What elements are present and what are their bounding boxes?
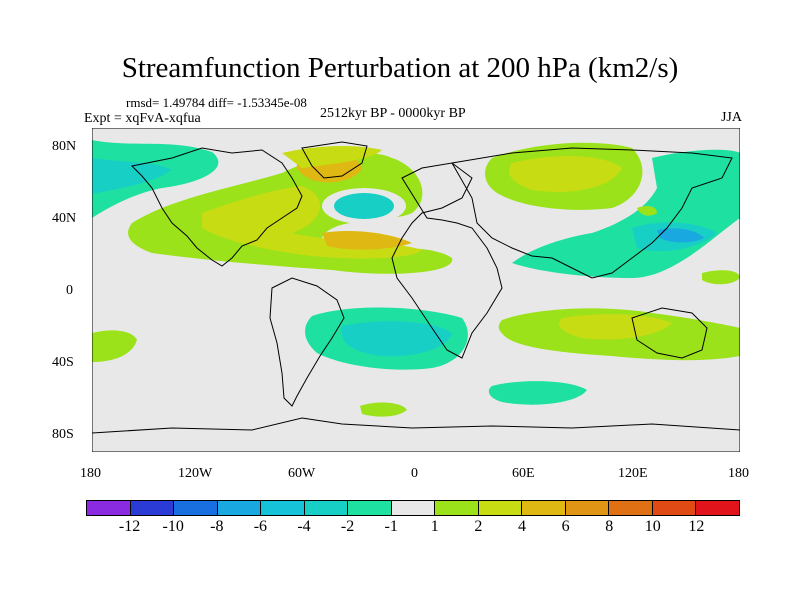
colorbar-label: 10 <box>644 518 661 535</box>
lon-tick-label: 120W <box>178 466 213 481</box>
lon-tick-label: 0 <box>411 466 418 481</box>
colorbar-swatch <box>348 501 392 515</box>
period-label: 2512kyr BP - 0000kyr BP <box>320 106 466 121</box>
map-svg <box>92 128 740 452</box>
contour-region <box>360 402 407 417</box>
lat-tick-label: 80S <box>52 427 74 442</box>
coastline-north-america <box>130 147 303 267</box>
colorbar-swatch <box>478 501 523 515</box>
colorbar-label: -12 <box>118 518 141 535</box>
contour-field <box>92 140 740 417</box>
contour-region <box>558 314 672 340</box>
colorbar-swatch <box>391 501 436 515</box>
contour-region <box>341 321 452 357</box>
colorbar-label: -4 <box>297 518 311 535</box>
coastline-asia <box>451 147 733 279</box>
colorbar-label: -6 <box>253 518 268 535</box>
coastline-australia <box>631 307 708 359</box>
contour-region <box>334 193 394 219</box>
lat-tick-label: 80N <box>52 139 77 154</box>
season-label: JJA <box>720 110 742 125</box>
colorbar-swatch <box>609 501 653 515</box>
colorbar-label: 1 <box>430 518 439 535</box>
colorbar-label: 4 <box>518 518 526 535</box>
colorbar-label: 6 <box>561 518 570 535</box>
colorbar-label: 8 <box>605 518 614 535</box>
colorbar-swatch <box>565 501 610 515</box>
coastlines <box>92 141 740 434</box>
contour-region <box>92 158 172 194</box>
colorbar-swatch <box>696 501 739 515</box>
experiment-label: Expt = xqFvA-xqfua <box>84 111 201 126</box>
colorbar-swatch <box>87 501 131 515</box>
colorbar-swatch <box>522 501 566 515</box>
contour-region <box>637 205 657 216</box>
rmsd-stats: rmsd= 1.49784 diff= -1.53345e-08 <box>126 95 307 110</box>
lat-tick-label: 0 <box>66 283 73 298</box>
contour-region <box>702 270 740 285</box>
colorbar-swatch <box>130 501 175 515</box>
lon-tick-label: 60E <box>512 466 535 481</box>
coastline-south-america <box>269 277 345 407</box>
colorbar-label: -8 <box>210 518 224 535</box>
colorbar-swatch <box>174 501 218 515</box>
colorbar-swatch <box>304 501 349 515</box>
colorbar-label: -10 <box>162 518 184 535</box>
coastline-antarctica <box>92 417 740 434</box>
coastline-greenland <box>301 141 368 179</box>
contour-region <box>92 330 137 362</box>
colorbar-swatch <box>261 501 305 515</box>
colorbar-label: 12 <box>688 518 705 535</box>
colorbar-swatch <box>652 501 697 515</box>
lon-tick-label: 180 <box>728 466 749 481</box>
contour-region <box>657 228 704 243</box>
colorbar-label: -1 <box>384 518 398 535</box>
lat-tick-label: 40N <box>52 211 77 226</box>
contour-region <box>282 146 382 168</box>
lat-tick-label: 40S <box>52 355 74 370</box>
colorbar-label: -2 <box>340 518 355 535</box>
lon-tick-label: 60W <box>288 466 316 481</box>
map-panel <box>92 128 740 452</box>
coastline-europe-africa <box>391 162 503 359</box>
contour-region <box>92 140 219 218</box>
plot-title: Streamfunction Perturbation at 200 hPa (… <box>121 52 679 84</box>
contour-region <box>322 231 412 250</box>
lon-tick-label: 180 <box>80 466 101 481</box>
colorbar <box>86 500 740 516</box>
lon-tick-label: 120E <box>618 466 648 481</box>
colorbar-swatch <box>217 501 262 515</box>
contour-region <box>488 381 587 405</box>
colorbar-label: 2 <box>474 518 483 535</box>
colorbar-swatch <box>435 501 479 515</box>
contour-region <box>508 156 622 192</box>
